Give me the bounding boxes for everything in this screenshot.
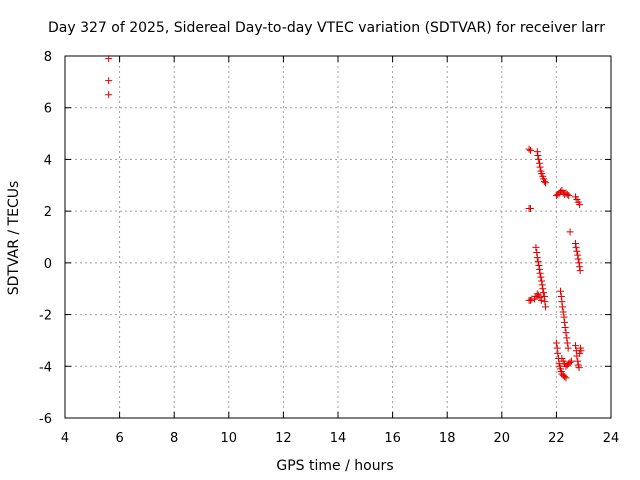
data-point — [535, 159, 543, 167]
x-tick-label: 4 — [61, 431, 69, 446]
data-point — [533, 249, 541, 257]
data-point — [559, 308, 567, 316]
data-point — [554, 349, 562, 357]
y-tick-label: 8 — [44, 50, 52, 65]
data-point — [535, 155, 543, 163]
data-point — [574, 255, 582, 263]
x-tick-label: 16 — [384, 431, 401, 446]
data-point — [532, 243, 540, 251]
data-point — [540, 292, 548, 300]
data-point — [557, 292, 565, 300]
data-point — [552, 339, 560, 347]
data-point — [574, 251, 582, 259]
y-tick-label: 2 — [44, 205, 52, 220]
data-point — [572, 342, 580, 350]
data-point — [576, 201, 584, 209]
x-tick-label: 24 — [603, 431, 620, 446]
data-point — [563, 190, 571, 198]
x-tick-label: 12 — [275, 431, 292, 446]
data-point — [575, 259, 583, 267]
data-point — [525, 145, 533, 153]
x-tick-label: 6 — [115, 431, 123, 446]
y-axis-label: SDTVAR / TECUs — [6, 181, 22, 296]
data-point — [533, 290, 541, 298]
data-point — [562, 329, 570, 337]
data-point — [567, 357, 575, 365]
x-axis-label: GPS time / hours — [276, 458, 393, 474]
x-tick-label: 14 — [330, 431, 347, 446]
x-tick-label: 18 — [439, 431, 456, 446]
data-point — [573, 247, 581, 255]
data-point — [537, 273, 545, 281]
data-point — [536, 269, 544, 277]
data-point — [538, 277, 546, 285]
data-point — [563, 334, 571, 342]
data-points — [105, 55, 585, 382]
x-tick-label: 20 — [494, 431, 511, 446]
data-point — [540, 289, 548, 297]
data-point — [575, 364, 583, 372]
data-point — [553, 344, 561, 352]
data-point — [560, 313, 568, 321]
data-point — [541, 303, 549, 311]
data-point — [576, 267, 584, 275]
data-point — [577, 347, 585, 355]
data-point — [533, 148, 541, 156]
x-tick-label: 22 — [548, 431, 565, 446]
data-point — [526, 205, 534, 213]
data-point — [105, 55, 113, 63]
data-point — [541, 298, 549, 306]
data-point — [535, 261, 543, 269]
data-point — [561, 318, 569, 326]
data-point — [534, 152, 542, 160]
y-tick-label: 6 — [44, 102, 52, 117]
y-tick-label: -6 — [39, 412, 52, 427]
data-point — [556, 287, 564, 295]
x-tick-label: 8 — [170, 431, 178, 446]
data-point — [526, 146, 534, 154]
grid — [65, 56, 611, 418]
data-point — [539, 285, 547, 293]
data-point — [526, 296, 534, 304]
data-point — [576, 263, 584, 271]
y-tick-label: 0 — [44, 257, 52, 272]
data-point — [561, 324, 569, 331]
data-point — [561, 373, 569, 381]
data-point — [534, 258, 542, 266]
data-point — [105, 91, 113, 99]
data-point — [533, 254, 541, 262]
data-point — [536, 163, 544, 171]
data-point — [572, 239, 580, 247]
data-point — [563, 339, 571, 347]
data-point — [564, 344, 572, 352]
data-point — [562, 374, 570, 382]
data-point — [566, 358, 574, 366]
data-point — [537, 296, 545, 304]
data-point — [540, 177, 548, 185]
y-tick-label: 4 — [44, 153, 52, 168]
y-tick-label: -2 — [39, 309, 52, 324]
data-point — [105, 77, 113, 85]
chart-title: Day 327 of 2025, Sidereal Day-to-day VTE… — [48, 20, 605, 36]
x-tick-label: 10 — [221, 431, 238, 446]
data-point — [558, 303, 566, 311]
data-point — [535, 265, 543, 273]
data-point — [541, 179, 549, 187]
data-point — [558, 298, 566, 306]
data-point — [574, 357, 582, 365]
data-point — [572, 243, 580, 251]
y-tick-label: -4 — [39, 360, 52, 375]
data-point — [565, 192, 573, 200]
data-point — [566, 228, 574, 236]
data-point — [538, 281, 546, 289]
